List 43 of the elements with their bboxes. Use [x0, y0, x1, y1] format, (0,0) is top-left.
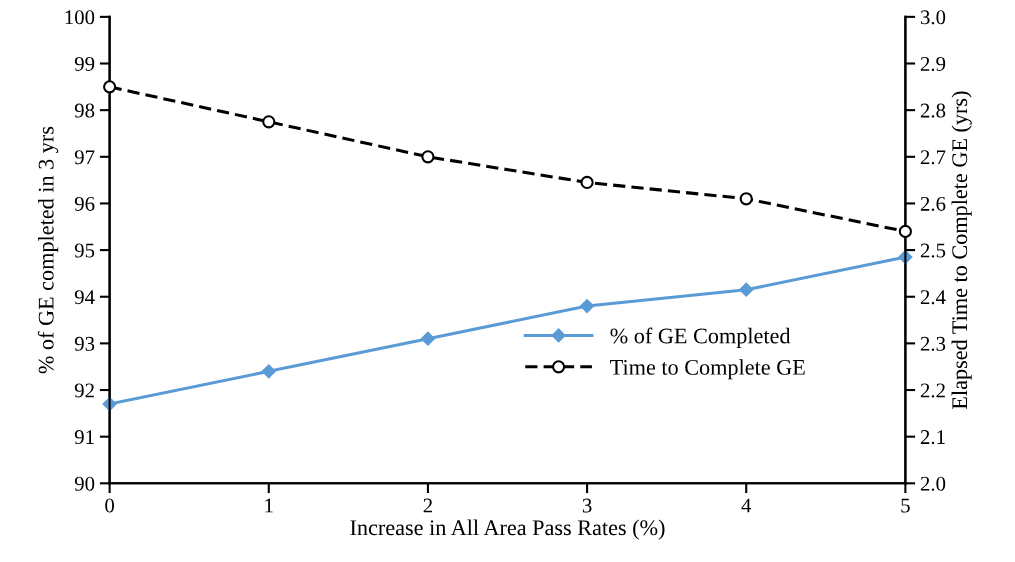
point: [261, 364, 276, 379]
y2-tick-label: 2.9: [920, 56, 946, 72]
y-tick-label: 90: [74, 476, 95, 491]
point: [262, 115, 276, 129]
point: [580, 175, 594, 190]
y-tick-label: 100: [65, 10, 95, 25]
y2-axis-title: Elapsed Time to Complete GE (yrs): [951, 91, 972, 410]
y2-tick-label: 2.0: [920, 476, 946, 491]
x-tick-label: 2: [423, 498, 432, 513]
y-tick-label: 93: [74, 336, 95, 351]
legend-label: Time to Complete GE: [610, 359, 805, 380]
point: [580, 299, 595, 313]
y-tick-label: 95: [74, 243, 95, 258]
x-tick-label: 5: [901, 498, 910, 513]
point: [103, 80, 117, 94]
point: [739, 192, 753, 206]
y2-tick-label: 2.6: [920, 196, 946, 211]
y2-tick-label: 2.7: [920, 150, 946, 165]
y-axis-title: % of GE completed in 3 yrs: [37, 126, 59, 374]
y-tick-label: 96: [74, 196, 95, 211]
y2-tick-label: 2.3: [920, 336, 946, 351]
y-tick-label: 97: [74, 150, 95, 165]
y-tick-label: 94: [74, 290, 95, 305]
y2-tick-label: 2.4: [920, 290, 946, 305]
x-tick-label: 1: [265, 498, 273, 513]
y2-tick-label: 2.2: [920, 383, 945, 398]
y2-tick-label: 2.1: [920, 430, 945, 445]
y2-tick-label: 3.0: [920, 10, 946, 25]
y2-tick-label: 2.8: [920, 103, 946, 118]
point: [739, 282, 754, 297]
point: [420, 331, 435, 346]
y2-tick-label: 2.5: [920, 243, 946, 258]
y-tick-label: 91: [74, 430, 94, 445]
x-tick-label: 0: [105, 498, 115, 513]
y-tick-label: 98: [74, 103, 95, 118]
y-tick-label: 92: [74, 383, 94, 398]
legend-label: % of GE Completed: [610, 327, 791, 348]
y-tick-label: 99: [74, 56, 95, 71]
point: [421, 150, 435, 164]
x-tick-label: 3: [582, 498, 592, 513]
point: [898, 224, 912, 239]
x-axis-title: Increase in All Area Pass Rates (%): [350, 519, 665, 540]
x-tick-label: 4: [741, 498, 752, 513]
